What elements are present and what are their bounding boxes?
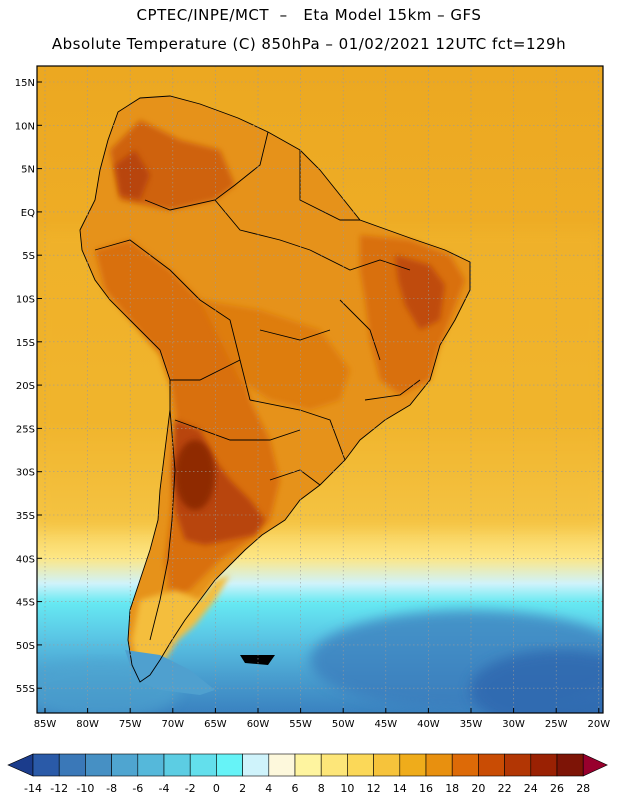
colorbar-label: 12	[367, 782, 381, 795]
longitude-label: 60W	[247, 719, 270, 730]
temperature-map: 15N 10N 5N EQ 5S 10S 15S 20S 25S 30S 35S 40S 45S 50S 5…	[15, 65, 610, 730]
longitude-label: 40W	[417, 719, 440, 730]
longitude-label: 85W	[34, 719, 57, 730]
map-field	[37, 66, 603, 713]
colorbar-swatch	[347, 753, 374, 777]
hot-region-central	[200, 300, 350, 410]
longitude-label: 50W	[332, 719, 355, 730]
colorbar-swatch	[111, 753, 139, 777]
colorbar-label: 18	[445, 782, 459, 795]
tierra-del-fuego	[125, 650, 215, 695]
colorbar-swatch	[189, 753, 217, 777]
colorbar-swatch	[32, 753, 60, 777]
latitude-label: 45S	[16, 598, 35, 609]
map-title: CPTEC/INPE/MCT – Eta Model 15km – GFS	[136, 6, 482, 24]
longitude-label: 35W	[460, 719, 483, 730]
latitude-labels: 15N 10N 5N EQ 5S 10S 15S 20S 25S 30S 35S 40S 45S 50S 5…	[15, 78, 42, 695]
longitude-label: 75W	[119, 719, 142, 730]
colorbar-swatch	[163, 753, 191, 777]
latitude-label: 30S	[16, 468, 35, 479]
latitude-label: 10S	[16, 295, 35, 306]
latitude-label: 5N	[21, 165, 35, 176]
map-subtitle: Absolute Temperature (C) 850hPa – 01/02/…	[51, 35, 567, 53]
colorbar-swatch	[58, 753, 86, 777]
colorbar-swatch	[216, 753, 243, 777]
latitude-label: 20S	[16, 381, 35, 392]
latitude-label: 15N	[15, 78, 35, 89]
colorbar-label: -10	[76, 782, 94, 795]
colorbar-swatch	[242, 753, 270, 777]
colorbar-label: 14	[393, 782, 407, 795]
longitude-label: 30W	[502, 719, 525, 730]
longitude-label: 65W	[204, 719, 227, 730]
longitude-label: 45W	[374, 719, 397, 730]
latitude-label: 50S	[16, 641, 35, 652]
colorbar-label: 0	[213, 782, 220, 795]
latitude-label: EQ	[21, 208, 35, 219]
colorbar-label: -14	[24, 782, 42, 795]
falkland-islands	[240, 655, 275, 665]
colorbar-label: 24	[524, 782, 538, 795]
latitude-label: 10N	[15, 121, 35, 132]
colorbar-label: 26	[550, 782, 564, 795]
color-scale-bar: -14 -12 -10 -8 -6 -4 -2 0 2 4 6 8 10 12 14 16 18 20 22 24 26…	[7, 753, 608, 795]
colorbar-label: 10	[340, 782, 354, 795]
colorbar-swatch	[373, 753, 401, 777]
colorbar-swatch	[504, 753, 532, 777]
latitude-label: 15S	[16, 338, 35, 349]
longitude-labels: 85W 80W 75W 70W 65W 60W 55W 50W 45W 40W 35W 30W 25W 2…	[34, 708, 610, 730]
colorbar-swatch	[530, 753, 558, 777]
colorbar-label: -4	[159, 782, 170, 795]
colorbar-swatch	[85, 753, 112, 777]
colorbar-label: 20	[471, 782, 485, 795]
longitude-label: 55W	[289, 719, 312, 730]
colorbar-swatch	[320, 753, 348, 777]
colorbar-swatch	[294, 753, 322, 777]
colorbar-label: -6	[132, 782, 143, 795]
colorbar-label: -12	[50, 782, 68, 795]
very-hot-northeast	[395, 255, 445, 330]
colorbar-label: -8	[106, 782, 117, 795]
colorbar-swatch	[268, 753, 296, 777]
colorbar-label: 6	[292, 782, 299, 795]
latitude-label: 55S	[16, 684, 35, 695]
latitude-label: 35S	[16, 511, 35, 522]
longitude-label: 70W	[161, 719, 184, 730]
longitude-label: 20W	[587, 719, 610, 730]
colorbar-swatch	[556, 753, 584, 777]
latitude-label: 5S	[22, 251, 35, 262]
colorbar-label: 2	[239, 782, 246, 795]
longitude-label: 80W	[76, 719, 99, 730]
max-heat-core	[175, 440, 215, 510]
colorbar-label: 4	[265, 782, 272, 795]
colorbar-label: 28	[576, 782, 590, 795]
very-hot-colombia	[115, 150, 150, 200]
colorbar-swatch	[478, 753, 505, 777]
colorbar-label: 8	[318, 782, 325, 795]
patagonia-cool	[132, 575, 230, 675]
colorbar-swatch	[425, 753, 453, 777]
colorbar-swatch	[137, 753, 165, 777]
map-frame	[36, 65, 604, 714]
longitude-label: 25W	[545, 719, 568, 730]
colorbar-swatch	[399, 753, 427, 777]
colorbar-left-arrow	[7, 753, 34, 777]
latitude-label: 25S	[16, 424, 35, 435]
latitude-label: 40S	[16, 554, 35, 565]
colorbar-right-arrow	[582, 753, 608, 777]
colorbar-label: 16	[419, 782, 433, 795]
colorbar-label: -2	[185, 782, 196, 795]
southern-ocean-coldest-area	[470, 650, 603, 713]
colorbar-swatch	[451, 753, 479, 777]
colorbar-label: 22	[498, 782, 512, 795]
